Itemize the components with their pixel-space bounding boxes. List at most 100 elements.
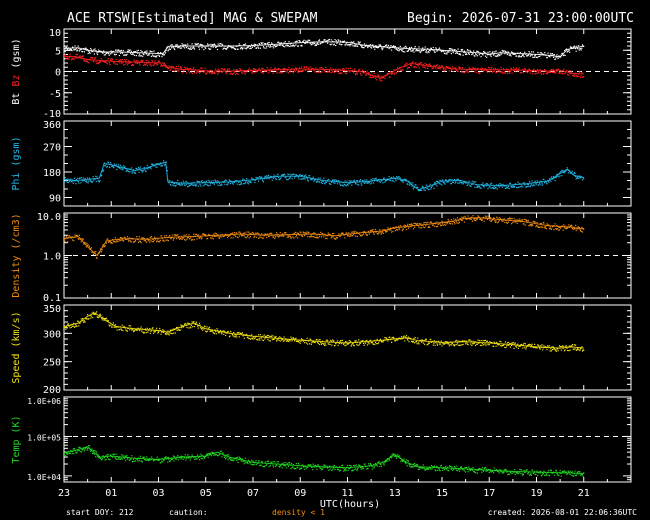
data-point [402, 228, 404, 230]
data-point [570, 225, 572, 227]
data-point [322, 182, 324, 184]
data-point [537, 51, 539, 54]
data-point [197, 71, 199, 73]
data-point [142, 331, 144, 333]
data-point [294, 468, 296, 470]
data-point [530, 346, 532, 348]
data-point [425, 338, 427, 341]
data-point [576, 177, 578, 179]
data-point [359, 179, 362, 181]
data-point [202, 458, 204, 460]
data-point [70, 450, 72, 452]
data-point [445, 66, 447, 68]
data-point [546, 223, 548, 225]
data-point [319, 233, 321, 236]
data-point [120, 457, 122, 459]
data-point [222, 181, 224, 183]
data-point [565, 228, 567, 230]
data-point [507, 187, 509, 189]
data-point [251, 233, 253, 235]
data-point [247, 181, 249, 183]
data-point [420, 339, 422, 342]
data-point [91, 181, 93, 184]
data-point [284, 177, 286, 179]
data-point [451, 66, 454, 68]
data-point [210, 237, 212, 239]
data-point [542, 70, 544, 72]
data-point [190, 324, 192, 326]
data-point [249, 46, 252, 48]
data-point [149, 236, 151, 238]
data-point [188, 47, 190, 50]
data-point [407, 227, 409, 229]
data-point [202, 329, 204, 331]
data-point [401, 230, 403, 232]
data-point [238, 184, 240, 186]
data-point [443, 70, 446, 72]
data-point [359, 233, 361, 236]
y-axis-label-part: Phi (gsm) [11, 136, 22, 190]
data-point [443, 51, 445, 53]
data-point [213, 72, 215, 74]
data-point [230, 71, 232, 73]
data-point [433, 187, 435, 189]
data-point [213, 452, 215, 455]
data-point [557, 57, 559, 59]
data-point [430, 64, 432, 67]
data-point [254, 72, 256, 74]
data-point [375, 339, 377, 341]
data-point [74, 326, 76, 328]
data-point [543, 54, 545, 56]
data-point [176, 182, 178, 184]
data-point [314, 44, 316, 47]
data-point [290, 468, 292, 470]
data-point [290, 338, 293, 340]
data-point [312, 176, 314, 178]
data-point [451, 221, 453, 223]
data-point [187, 237, 189, 239]
y-axis-label-temp: Temp (K) [11, 415, 22, 463]
data-point [162, 52, 164, 54]
data-point [433, 225, 436, 227]
data-point [281, 467, 283, 469]
data-point [565, 345, 567, 347]
data-point [151, 456, 153, 458]
data-point [287, 45, 289, 47]
data-point [262, 237, 265, 239]
data-point [456, 52, 458, 54]
data-point [400, 338, 402, 340]
data-point [213, 183, 215, 185]
data-point [239, 332, 242, 335]
data-point [474, 218, 476, 220]
data-point [202, 233, 204, 235]
data-point [460, 218, 462, 220]
data-point [309, 69, 311, 72]
data-point [402, 336, 404, 338]
data-point [141, 51, 143, 53]
data-point [270, 234, 272, 237]
data-point [106, 454, 108, 456]
data-point [100, 61, 102, 63]
data-point [114, 60, 116, 63]
data-point [499, 340, 501, 342]
data-point [524, 183, 526, 185]
data-point [460, 340, 462, 343]
data-point [182, 456, 184, 458]
data-point [110, 455, 112, 457]
y-tick-label: 250 [43, 358, 61, 369]
data-point [518, 67, 520, 69]
data-point [461, 70, 463, 72]
data-point [374, 75, 376, 77]
data-point [423, 189, 425, 191]
data-point [128, 237, 130, 239]
data-point [72, 58, 74, 60]
data-point [382, 178, 385, 180]
data-point [530, 225, 533, 227]
data-point [567, 227, 569, 229]
data-point [364, 43, 366, 45]
data-point [500, 183, 502, 185]
data-point [198, 456, 200, 458]
data-point [160, 52, 162, 54]
data-point [335, 180, 337, 183]
data-point [501, 71, 503, 73]
